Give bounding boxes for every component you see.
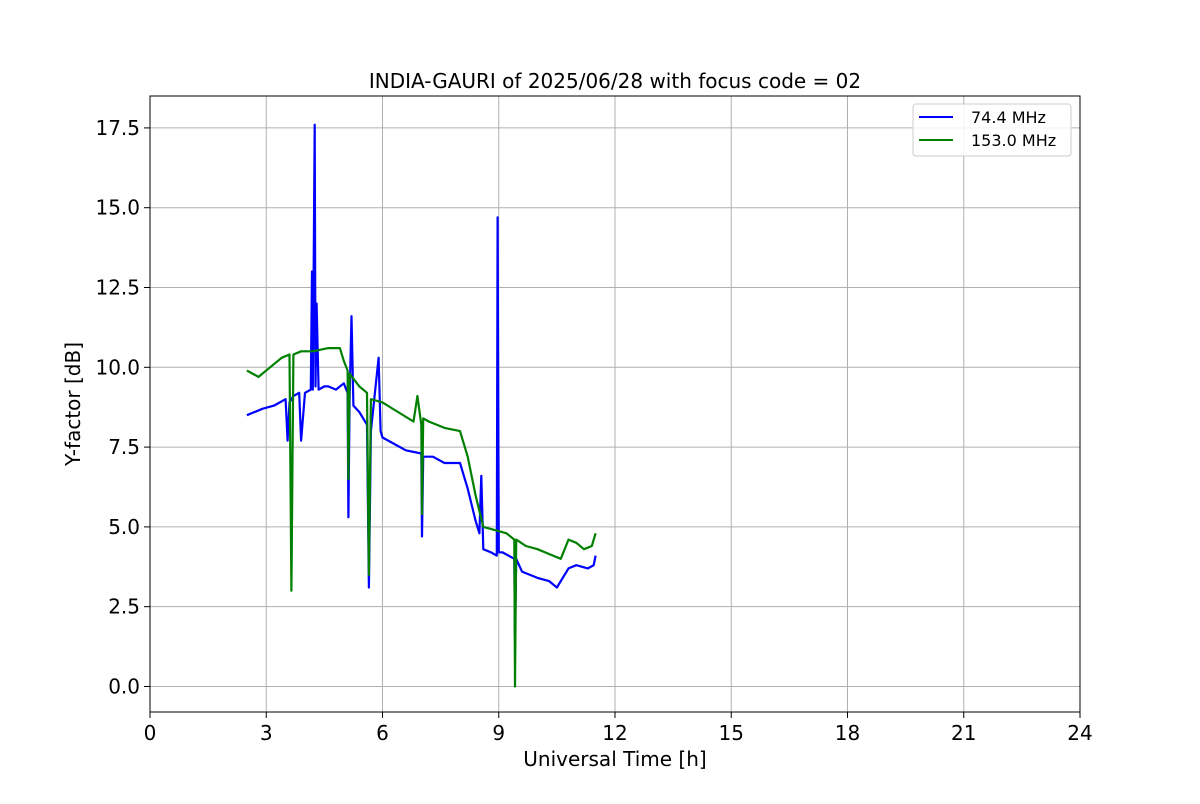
x-tick-label: 21 [951, 721, 976, 745]
y-tick-label: 0.0 [108, 674, 140, 698]
legend-label: 153.0 MHz [971, 131, 1056, 150]
x-tick-label: 18 [835, 721, 860, 745]
ticks-layer: 0 3 6 9 12 15 18 21 24 0.0 2.5 5.0 7.5 10.0 12.5 15.0 17… [95, 116, 1092, 745]
y-tick-label: 5.0 [108, 515, 140, 539]
y-tick-label: 7.5 [108, 435, 140, 459]
series-line-1 [246, 347, 597, 688]
x-axis-label: Universal Time [h] [523, 747, 706, 771]
y-axis-label: Y-factor [dB] [61, 342, 85, 467]
x-tick-label: 9 [492, 721, 505, 745]
y-tick-label: 2.5 [108, 595, 140, 619]
legend: 74.4 MHz 153.0 MHz [912, 103, 1072, 157]
y-tick-label: 17.5 [95, 116, 140, 140]
y-tick-label: 15.0 [95, 196, 140, 220]
x-tick-label: 24 [1067, 721, 1092, 745]
chart-title: INDIA-GAURI of 2025/06/28 with focus cod… [369, 69, 861, 93]
y-tick-label: 12.5 [95, 276, 140, 300]
legend-label: 74.4 MHz [971, 108, 1046, 127]
x-tick-label: 12 [602, 721, 627, 745]
series-line-0 [246, 123, 597, 640]
x-tick-label: 6 [376, 721, 389, 745]
series-layer [246, 123, 597, 688]
x-tick-label: 0 [144, 721, 157, 745]
y-tick-label: 10.0 [95, 355, 140, 379]
x-tick-label: 3 [260, 721, 273, 745]
x-tick-label: 15 [719, 721, 744, 745]
grid-layer [149, 96, 1081, 712]
